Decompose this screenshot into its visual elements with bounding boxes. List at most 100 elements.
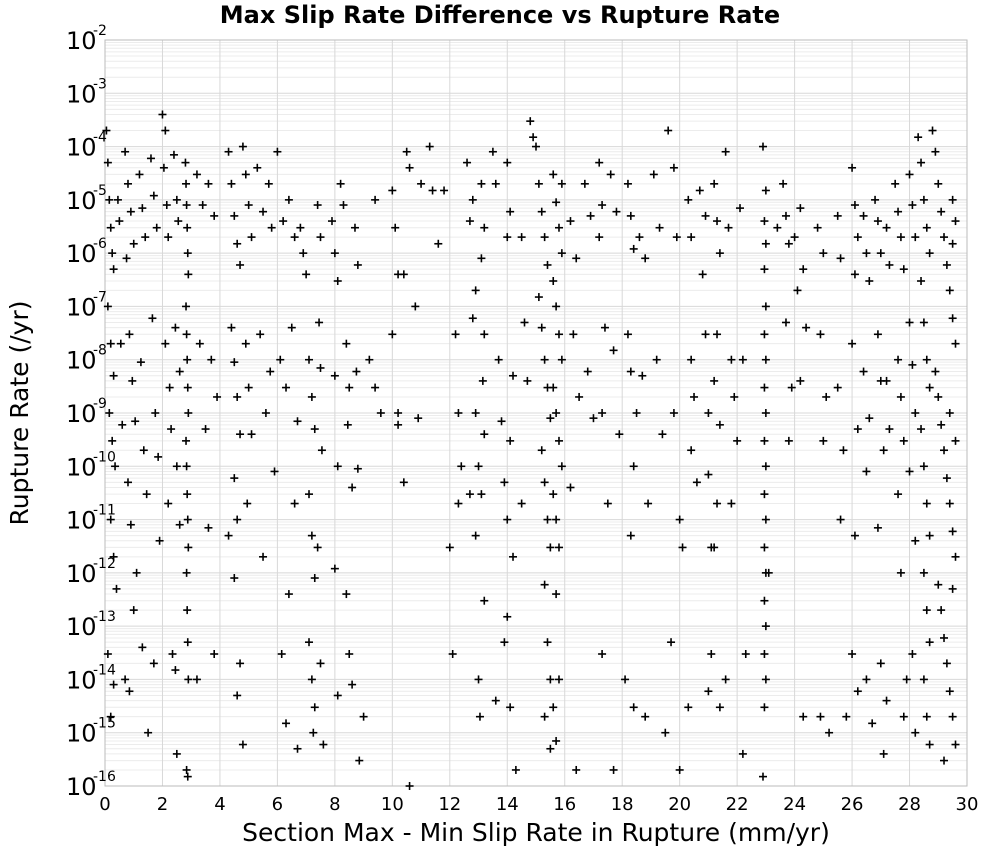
data-point <box>144 728 153 737</box>
x-tick-label: 26 <box>841 794 864 815</box>
data-point <box>690 392 699 401</box>
data-point <box>474 462 483 471</box>
x-tick-label: 30 <box>956 794 979 815</box>
x-tick-label: 16 <box>553 794 576 815</box>
data-point <box>282 383 291 392</box>
data-point <box>388 186 397 195</box>
y-tick-exponent: -9 <box>93 396 107 412</box>
data-point <box>182 179 191 188</box>
data-point <box>293 417 302 426</box>
data-point <box>896 392 905 401</box>
data-point <box>760 436 769 445</box>
data-point <box>333 462 342 471</box>
data-point <box>802 323 811 332</box>
data-point <box>172 749 181 758</box>
data-point <box>853 233 862 242</box>
data-point <box>109 680 118 689</box>
data-point <box>475 712 484 721</box>
data-point <box>951 552 960 561</box>
y-tick-label: 10-11 <box>66 503 116 535</box>
data-point <box>509 371 518 380</box>
data-point <box>859 367 868 376</box>
x-tick-label: 12 <box>438 794 461 815</box>
data-point <box>138 643 147 652</box>
data-point <box>873 330 882 339</box>
data-point <box>417 179 426 188</box>
data-point <box>641 712 650 721</box>
data-point <box>787 383 796 392</box>
data-point <box>790 233 799 242</box>
data-point <box>566 217 575 226</box>
data-point <box>678 543 687 552</box>
y-tick-labels: 10-210-310-410-510-610-710-810-910-1010-… <box>66 23 116 801</box>
data-point <box>302 270 311 279</box>
data-point <box>761 355 770 364</box>
data-point <box>549 277 558 286</box>
data-point <box>569 330 578 339</box>
data-point <box>313 201 322 210</box>
data-point <box>724 223 733 232</box>
data-point <box>623 179 632 188</box>
data-point <box>937 207 946 216</box>
data-point <box>589 414 598 423</box>
data-point <box>758 772 767 781</box>
data-point <box>922 606 931 615</box>
data-point <box>865 414 874 423</box>
data-point <box>934 392 943 401</box>
data-point <box>951 436 960 445</box>
data-point <box>181 158 190 167</box>
data-point <box>925 638 934 647</box>
y-tick-label: 10-15 <box>66 716 116 748</box>
y-tick-base: 10 <box>66 400 97 428</box>
data-point <box>184 409 193 417</box>
data-point <box>503 612 512 621</box>
data-point <box>675 765 684 774</box>
data-point <box>183 490 192 499</box>
data-point <box>557 249 566 258</box>
data-point <box>894 490 903 499</box>
data-point <box>183 638 192 647</box>
data-point <box>945 409 954 417</box>
data-point <box>105 409 114 417</box>
data-point <box>641 254 650 263</box>
data-point <box>244 201 253 210</box>
data-point <box>108 249 117 258</box>
data-point <box>503 515 512 524</box>
data-point <box>148 314 157 323</box>
data-point <box>307 392 316 401</box>
y-tick-label: 10-16 <box>66 769 116 801</box>
data-point <box>164 499 173 508</box>
data-point <box>557 462 566 471</box>
data-point <box>713 499 722 508</box>
data-point <box>109 371 118 380</box>
data-point <box>500 638 509 647</box>
x-tick-label: 4 <box>214 794 225 815</box>
data-point <box>713 217 722 226</box>
data-point <box>937 420 946 429</box>
data-point <box>583 367 592 376</box>
data-point <box>350 223 359 232</box>
data-point <box>264 179 273 188</box>
data-point <box>873 523 882 532</box>
data-point <box>537 323 546 332</box>
data-point <box>781 211 790 220</box>
x-tick-label: 2 <box>157 794 168 815</box>
data-point <box>391 223 400 232</box>
data-point <box>405 782 414 790</box>
data-point <box>316 659 325 668</box>
data-point <box>233 239 242 248</box>
data-point <box>353 464 362 473</box>
data-point <box>859 211 868 220</box>
data-point <box>448 650 457 659</box>
data-point <box>850 270 859 279</box>
data-point <box>905 467 914 476</box>
data-point <box>761 409 770 417</box>
y-tick-base: 10 <box>66 453 97 481</box>
data-point <box>931 147 940 156</box>
data-point <box>871 195 880 204</box>
y-tick-exponent: -15 <box>93 716 116 732</box>
data-point <box>919 462 928 471</box>
data-point <box>172 195 181 204</box>
data-point <box>566 483 575 492</box>
data-point <box>825 728 834 737</box>
